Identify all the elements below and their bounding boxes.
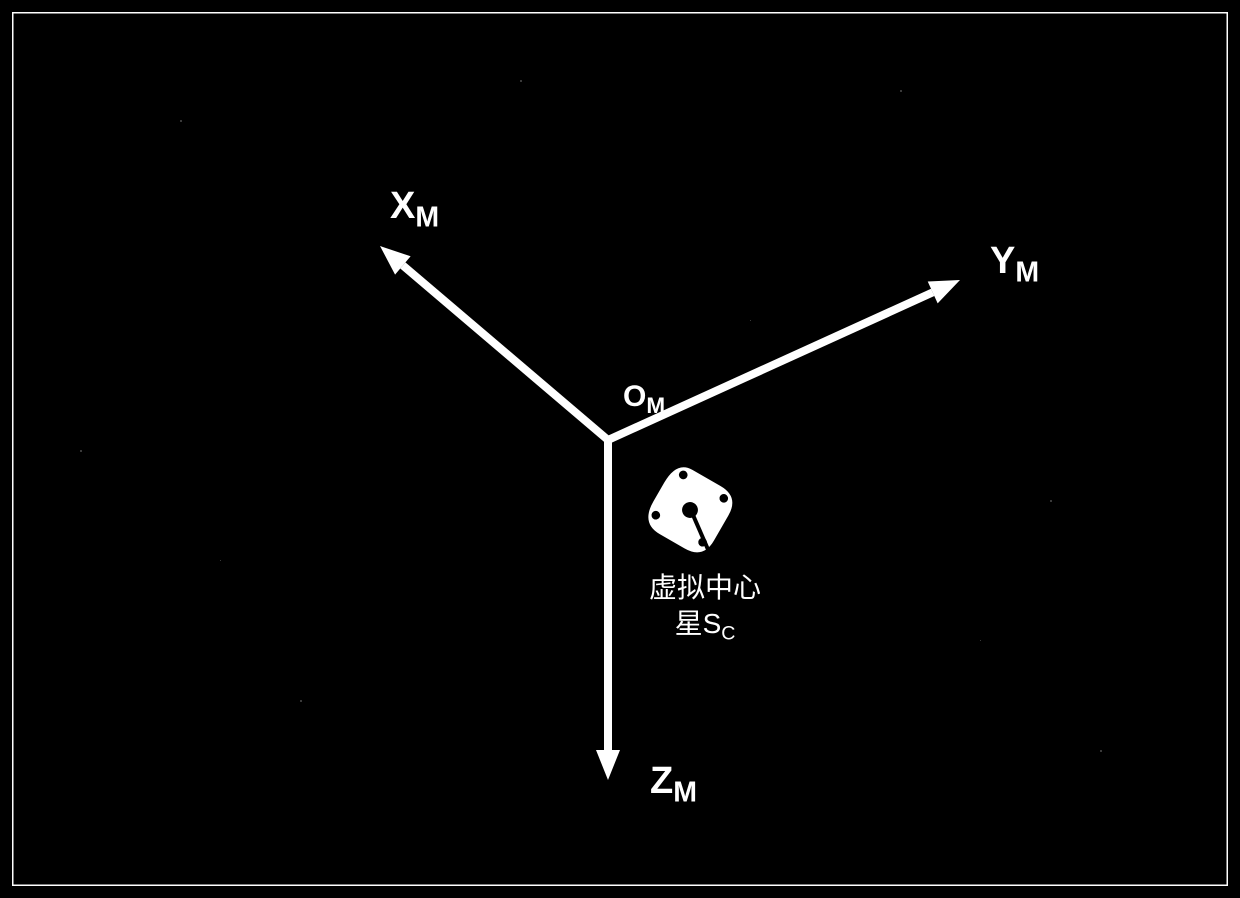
- speckle: [80, 450, 82, 452]
- y-axis-label: YM: [990, 240, 1039, 290]
- speckle: [900, 90, 902, 92]
- speckle: [1050, 500, 1052, 502]
- satellite-label: 虚拟中心 星SC: [630, 570, 780, 647]
- speckle: [520, 80, 522, 82]
- speckle: [300, 700, 302, 702]
- speckle: [1100, 750, 1102, 752]
- x-axis-label: XM: [390, 185, 439, 235]
- speckle: [220, 560, 221, 561]
- axes-svg: [0, 0, 1240, 898]
- speckle: [180, 120, 182, 122]
- speckle: [980, 640, 981, 641]
- speckle: [750, 320, 751, 321]
- z-axis-label: ZM: [650, 760, 697, 810]
- origin-label: OM: [623, 380, 665, 419]
- satellite-icon: [641, 461, 741, 560]
- coordinate-diagram: XM YM ZM OM 虚拟中心 星SC: [0, 0, 1240, 898]
